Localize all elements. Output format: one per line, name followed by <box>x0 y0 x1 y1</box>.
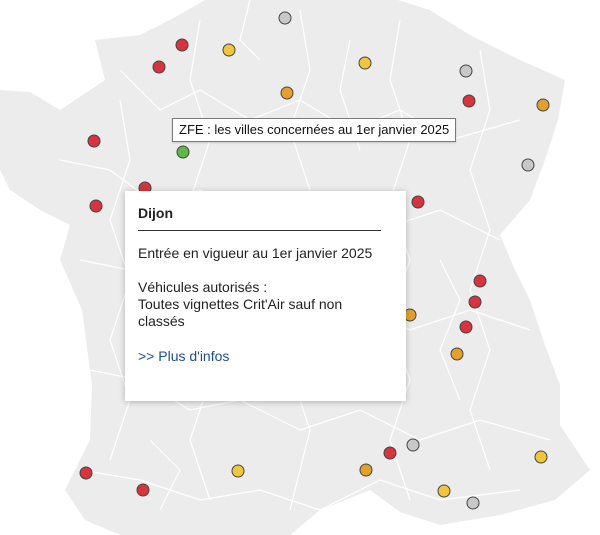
city-marker-red[interactable] <box>473 274 487 288</box>
city-marker-yellow[interactable] <box>222 43 236 57</box>
city-marker-red[interactable] <box>462 94 476 108</box>
city-marker-gray[interactable] <box>466 496 480 510</box>
city-marker-red[interactable] <box>136 483 150 497</box>
department-border <box>439 259 461 401</box>
city-marker-red[interactable] <box>411 195 425 209</box>
more-info-link[interactable]: >> Plus d'infos <box>138 348 230 364</box>
city-marker-red[interactable] <box>87 134 101 148</box>
department-border <box>389 19 411 501</box>
city-marker-gray[interactable] <box>459 64 473 78</box>
city-marker-yellow[interactable] <box>437 484 451 498</box>
city-marker-yellow[interactable] <box>231 464 245 478</box>
city-marker-gray[interactable] <box>521 158 535 172</box>
department-border <box>149 439 181 511</box>
department-border <box>79 469 521 511</box>
city-marker-orange[interactable] <box>359 463 373 477</box>
city-marker-red[interactable] <box>459 320 473 334</box>
city-marker-gray[interactable] <box>406 438 420 452</box>
city-marker-red[interactable] <box>468 295 482 309</box>
city-marker-red[interactable] <box>383 446 397 460</box>
city-marker-red[interactable] <box>152 60 166 74</box>
city-marker-green[interactable] <box>176 145 190 159</box>
city-markers <box>79 11 550 510</box>
city-marker-gray[interactable] <box>278 11 292 25</box>
popup-city-name: Dijon <box>138 205 381 231</box>
city-marker-red[interactable] <box>79 466 93 480</box>
popup-vehicles-label: Véhicules autorisés : <box>138 279 268 295</box>
popup-vehicles: Véhicules autorisés : Toutes vignettes C… <box>138 279 381 330</box>
city-marker-orange[interactable] <box>280 86 294 100</box>
popup-effective-date: Entrée en vigueur au 1er janvier 2025 <box>138 245 373 261</box>
city-marker-yellow[interactable] <box>534 450 548 464</box>
department-border <box>469 49 491 471</box>
map-title-tooltip: ZFE : les villes concernées au 1er janvi… <box>172 118 457 142</box>
city-marker-yellow[interactable] <box>358 56 372 70</box>
city-marker-red[interactable] <box>175 38 189 52</box>
city-marker-red[interactable] <box>89 199 103 213</box>
department-border <box>239 0 261 61</box>
city-marker-orange[interactable] <box>450 347 464 361</box>
popup-vehicles-text: Toutes vignettes Crit'Air sauf non class… <box>138 296 343 329</box>
city-popup: Dijon Entrée en vigueur au 1er janvier 2… <box>125 191 406 401</box>
city-marker-orange[interactable] <box>536 98 550 112</box>
